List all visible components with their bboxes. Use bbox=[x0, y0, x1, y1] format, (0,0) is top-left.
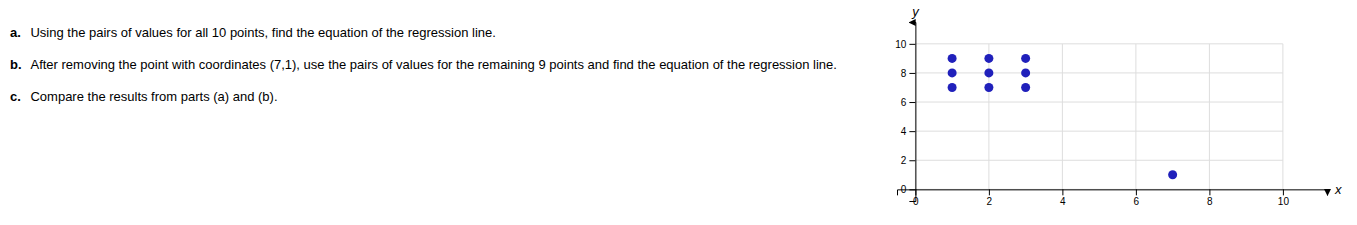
annotation: c. Compare the results from parts (a) an… bbox=[10, 88, 847, 106]
page: a. Using the pairs of values for all 10 … bbox=[0, 0, 1357, 225]
point bbox=[948, 68, 957, 77]
x-axis: 0246810 bbox=[898, 189, 1328, 207]
grid-line-y bbox=[915, 43, 1283, 44]
annotation-label: b. bbox=[10, 57, 22, 72]
point bbox=[1021, 68, 1030, 77]
x-axis-label: x bbox=[1334, 182, 1342, 197]
y-tick: 8 bbox=[901, 68, 916, 79]
grid-line-y bbox=[915, 102, 1283, 103]
chart-area: 02468100246810xy bbox=[857, 0, 1357, 225]
y-tick-label: 6 bbox=[901, 97, 907, 108]
y-tick-mark bbox=[909, 131, 915, 132]
x-tick: 6 bbox=[1134, 189, 1140, 207]
x-tick-mark bbox=[1062, 189, 1063, 195]
text-area: a. Using the pairs of values for all 10 … bbox=[0, 0, 857, 225]
x-axis-line bbox=[898, 190, 1328, 196]
y-tick-label: 10 bbox=[895, 39, 907, 50]
x-tick-label: 8 bbox=[1207, 196, 1213, 207]
y-tick-label: 8 bbox=[901, 68, 907, 79]
x-tick: 4 bbox=[1060, 189, 1066, 207]
x-tick-mark bbox=[1283, 189, 1284, 195]
y-axis-label: y bbox=[911, 4, 920, 19]
annotation: a. Using the pairs of values for all 10 … bbox=[10, 24, 847, 42]
y-tick-mark bbox=[909, 44, 915, 45]
y-tick-label: 4 bbox=[901, 126, 907, 137]
y-tick-mark bbox=[909, 73, 915, 74]
x-tick-mark bbox=[1136, 189, 1137, 195]
y-tick: 10 bbox=[895, 39, 915, 50]
grid-line-x bbox=[1135, 44, 1136, 190]
grid-line-y bbox=[915, 72, 1283, 73]
x-tick-label: 10 bbox=[1278, 196, 1290, 207]
y-axis: 0 2 4 6 8 10 bbox=[895, 23, 916, 202]
x-tick-mark bbox=[989, 189, 990, 195]
y-tick-label: 2 bbox=[901, 155, 907, 166]
y-tick-mark bbox=[909, 102, 915, 103]
point bbox=[1021, 83, 1030, 92]
grid-line-x bbox=[1062, 44, 1063, 190]
y-axis-line bbox=[909, 23, 916, 202]
grid-line-y bbox=[915, 131, 1283, 132]
annotation-text: Using the pairs of values for all 10 poi… bbox=[27, 25, 496, 40]
point bbox=[984, 83, 993, 92]
y-tick: 4 bbox=[901, 126, 916, 137]
y-tick-mark bbox=[909, 189, 915, 190]
grid-line-x bbox=[1209, 44, 1210, 190]
grid bbox=[915, 44, 1283, 190]
x-tick: 8 bbox=[1207, 189, 1213, 207]
annotation-label: c. bbox=[10, 89, 21, 104]
annotation-text: Compare the results from parts (a) and (… bbox=[27, 89, 278, 104]
y-tick: 0 bbox=[901, 184, 916, 195]
chart: 02468100246810xy bbox=[857, 0, 1357, 225]
x-tick: 10 bbox=[1278, 189, 1290, 207]
point bbox=[1168, 170, 1177, 179]
y-tick: 2 bbox=[901, 155, 916, 166]
x-tick-label: 4 bbox=[1060, 196, 1066, 207]
x-tick: 2 bbox=[987, 189, 993, 207]
annotation-label: a. bbox=[10, 25, 21, 40]
point bbox=[984, 68, 993, 77]
point bbox=[984, 54, 993, 63]
grid-line-x bbox=[1282, 44, 1283, 190]
point bbox=[948, 54, 957, 63]
x-tick-label: 2 bbox=[987, 196, 993, 207]
grid-line-y bbox=[915, 160, 1283, 161]
point bbox=[948, 83, 957, 92]
x-tick-label: 6 bbox=[1134, 196, 1140, 207]
annotation: b. After removing the point with coordin… bbox=[10, 56, 847, 74]
x-tick-mark bbox=[1209, 189, 1210, 195]
grid-line-x bbox=[988, 44, 989, 190]
y-tick-label: 0 bbox=[901, 184, 907, 195]
y-tick-mark bbox=[909, 160, 915, 161]
point bbox=[1021, 54, 1030, 63]
points bbox=[948, 54, 1178, 179]
y-tick: 6 bbox=[901, 97, 916, 108]
annotation-text: After removing the point with coordinate… bbox=[28, 57, 837, 72]
